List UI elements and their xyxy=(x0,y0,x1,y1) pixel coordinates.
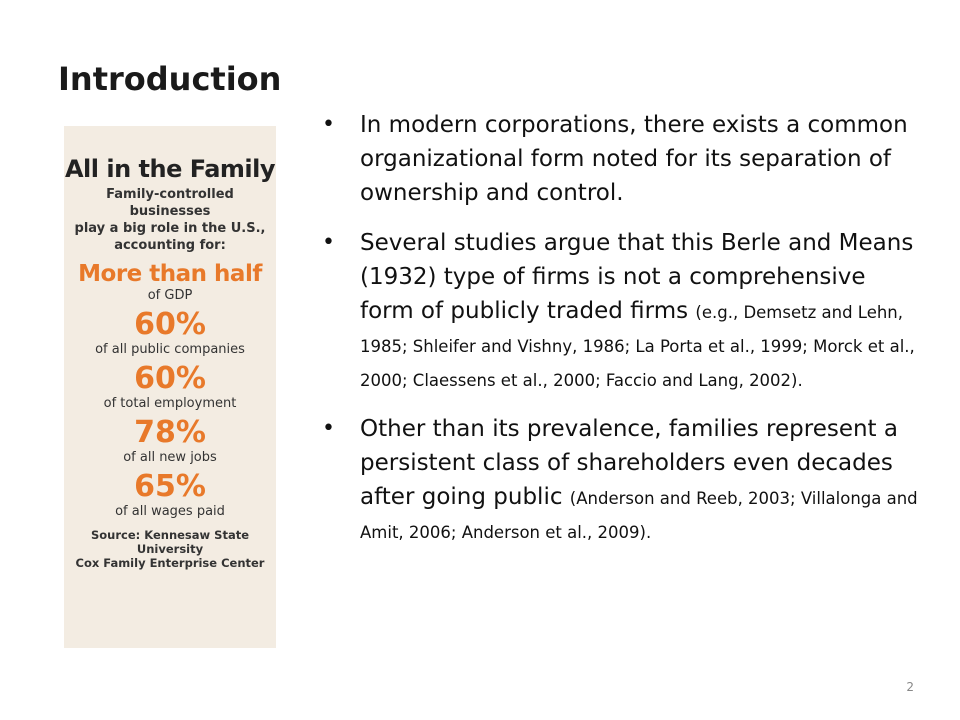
page-number: 2 xyxy=(906,680,914,694)
infographic-intro-line: accounting for: xyxy=(114,238,226,253)
bullet-citation: (e.g., Demsetz and Lehn, 1985; Shleifer … xyxy=(360,303,915,390)
infographic-headline: More than half xyxy=(78,261,262,287)
bullet-item: • Other than its prevalence, families re… xyxy=(322,412,922,548)
stat-value: 78% xyxy=(134,415,206,450)
bullet-dot: • xyxy=(322,112,335,137)
bullet-item: • Several studies argue that this Berle … xyxy=(322,226,922,396)
bullet-text: Other than its prevalence, families repr… xyxy=(360,416,898,510)
stat-desc: of total employment xyxy=(103,396,237,411)
bullet-dot: • xyxy=(322,230,335,255)
stat-desc: of all new jobs xyxy=(123,450,217,465)
stat-value: 60% xyxy=(134,361,206,396)
bullet-citation: (Anderson and Reeb, 2003; Villalonga and… xyxy=(360,489,918,542)
family-business-infographic: All in the Family Family-controlled busi… xyxy=(64,126,276,648)
stat-desc: of all wages paid xyxy=(115,504,225,519)
slide-title: Introduction xyxy=(58,60,282,98)
infographic-intro: Family-controlled businesses play a big … xyxy=(64,186,276,254)
bullet-dot: • xyxy=(322,416,335,441)
bullet-text: Several studies argue that this Berle an… xyxy=(360,230,914,324)
infographic-title: All in the Family xyxy=(64,155,276,183)
stat-value: 65% xyxy=(134,469,206,504)
bullet-text: In modern corporations, there exists a c… xyxy=(360,112,908,206)
bullet-item: • In modern corporations, there exists a… xyxy=(322,108,922,210)
infographic-source-line: Source: Kennesaw State University xyxy=(90,528,249,556)
infographic-intro-line: play a big role in the U.S., xyxy=(74,221,266,236)
infographic-source: Source: Kennesaw State University Cox Fa… xyxy=(64,528,276,570)
infographic-source-line: Cox Family Enterprise Center xyxy=(75,556,265,570)
stat-desc: of all public companies xyxy=(95,342,245,357)
infographic-intro-line: Family-controlled businesses xyxy=(106,187,234,219)
infographic-headline-desc: of GDP xyxy=(147,288,193,303)
bullet-list: • In modern corporations, there exists a… xyxy=(322,108,922,564)
stat-value: 60% xyxy=(134,307,206,342)
